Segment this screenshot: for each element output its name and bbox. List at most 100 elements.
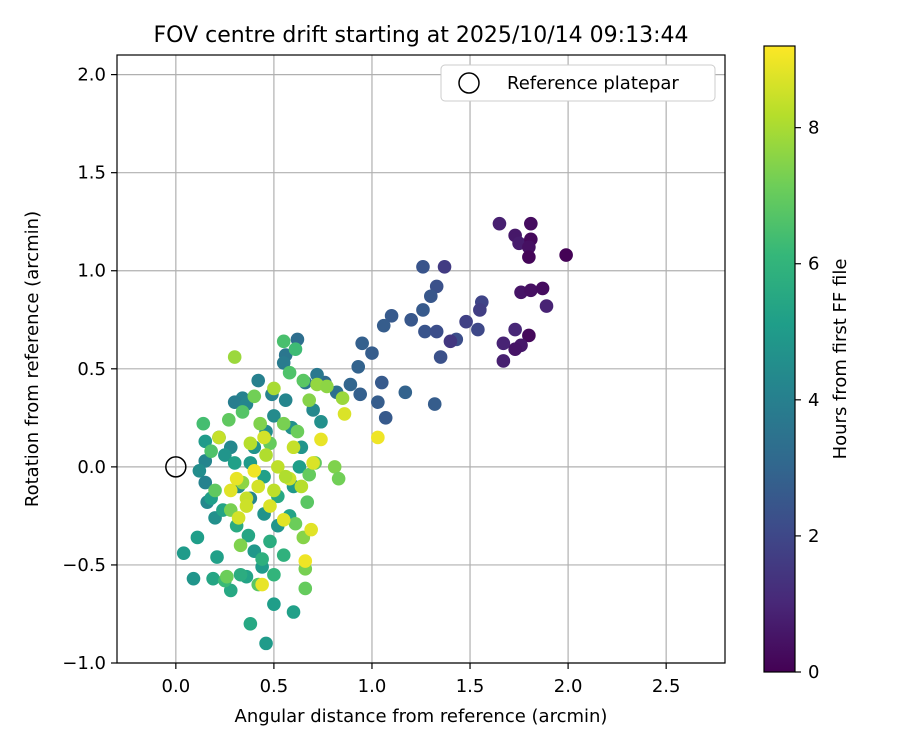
- data-point: [241, 528, 256, 543]
- data-point: [208, 483, 222, 498]
- data-point: [374, 375, 389, 390]
- data-point: [314, 432, 328, 447]
- data-point: [186, 571, 201, 586]
- data-point: [437, 260, 452, 274]
- data-point: [231, 511, 246, 525]
- data-point: [255, 577, 269, 592]
- data-point: [492, 216, 507, 231]
- data-point: [378, 411, 393, 425]
- data-point: [433, 350, 448, 364]
- data-point: [227, 350, 242, 364]
- y-tick-label: 2.0: [77, 65, 106, 86]
- colorbar-tick-label: 4: [808, 390, 819, 411]
- data-point: [233, 567, 248, 582]
- data-point: [522, 250, 536, 264]
- data-point: [190, 530, 205, 545]
- data-point: [233, 538, 248, 553]
- data-point: [276, 416, 291, 431]
- data-point: [276, 334, 291, 349]
- data-point: [524, 283, 538, 298]
- x-axis-ticks: 0.0 0.5 1.0 1.5 2.0 2.5: [162, 663, 680, 697]
- legend-reference-marker: [458, 72, 480, 94]
- data-point: [416, 260, 430, 274]
- data-point: [276, 356, 291, 370]
- data-point: [418, 324, 432, 339]
- data-points: [176, 216, 573, 651]
- data-point: [335, 391, 350, 406]
- data-point: [524, 216, 538, 231]
- data-point: [298, 581, 313, 596]
- data-point: [210, 550, 224, 564]
- chart-title: FOV centre drift starting at 2025/10/14 …: [154, 23, 689, 48]
- data-point: [424, 289, 438, 304]
- data-point: [286, 605, 301, 619]
- data-point: [212, 430, 226, 445]
- data-point: [239, 499, 254, 513]
- data-point: [355, 336, 369, 351]
- data-point: [218, 448, 232, 462]
- data-point: [257, 469, 271, 484]
- x-tick-label: 0.0: [162, 676, 191, 697]
- data-point: [522, 240, 536, 255]
- data-point: [259, 636, 273, 651]
- data-point: [416, 303, 430, 317]
- data-point: [204, 444, 218, 458]
- reference-marker: [165, 456, 187, 478]
- data-point: [192, 463, 207, 478]
- data-point: [247, 389, 262, 404]
- data-point: [288, 516, 303, 531]
- data-point: [353, 387, 368, 402]
- data-point: [371, 395, 385, 409]
- data-point: [282, 365, 297, 380]
- plot-frame: [116, 54, 726, 664]
- data-point: [223, 483, 238, 498]
- data-point: [351, 360, 366, 374]
- data-point: [271, 460, 285, 474]
- data-point: [198, 434, 213, 449]
- data-point: [267, 381, 281, 396]
- data-point: [221, 413, 236, 427]
- data-point: [398, 385, 413, 400]
- data-point: [296, 373, 311, 388]
- data-point: [292, 460, 307, 474]
- data-point: [508, 342, 522, 356]
- data-point: [196, 416, 211, 431]
- data-point: [404, 312, 418, 327]
- y-tick-label: 1.5: [77, 163, 106, 184]
- y-tick-label: 0.0: [77, 457, 106, 478]
- data-point: [473, 303, 487, 317]
- data-point: [304, 522, 318, 537]
- y-tick-label: 0.5: [77, 359, 106, 380]
- data-point: [310, 367, 324, 382]
- data-point: [223, 583, 238, 598]
- data-point: [300, 495, 315, 509]
- data-point: [294, 479, 309, 494]
- data-point: [206, 571, 220, 586]
- data-point: [257, 430, 271, 445]
- data-point: [471, 322, 485, 337]
- data-point: [267, 567, 281, 582]
- data-point: [267, 597, 281, 611]
- data-point: [227, 395, 242, 409]
- data-point: [522, 328, 536, 343]
- data-point: [198, 475, 213, 490]
- y-tick-label: 1.0: [77, 261, 106, 282]
- data-point: [508, 322, 522, 337]
- colorbar-tick-label: 2: [808, 526, 819, 547]
- data-point: [459, 314, 473, 329]
- reference-platepar-marker: [165, 456, 187, 478]
- data-point: [276, 548, 291, 562]
- legend-box: [440, 64, 716, 102]
- data-point: [243, 616, 258, 631]
- colorbar-tick-label: 6: [808, 254, 819, 275]
- data-point: [229, 471, 244, 486]
- x-axis-label: Angular distance from reference (arcmin): [235, 706, 608, 727]
- colorbar: [763, 45, 796, 673]
- data-point: [235, 405, 250, 419]
- data-point: [259, 448, 273, 462]
- data-point: [559, 248, 573, 262]
- data-point: [427, 397, 442, 411]
- data-point: [253, 416, 267, 431]
- data-point: [290, 424, 305, 439]
